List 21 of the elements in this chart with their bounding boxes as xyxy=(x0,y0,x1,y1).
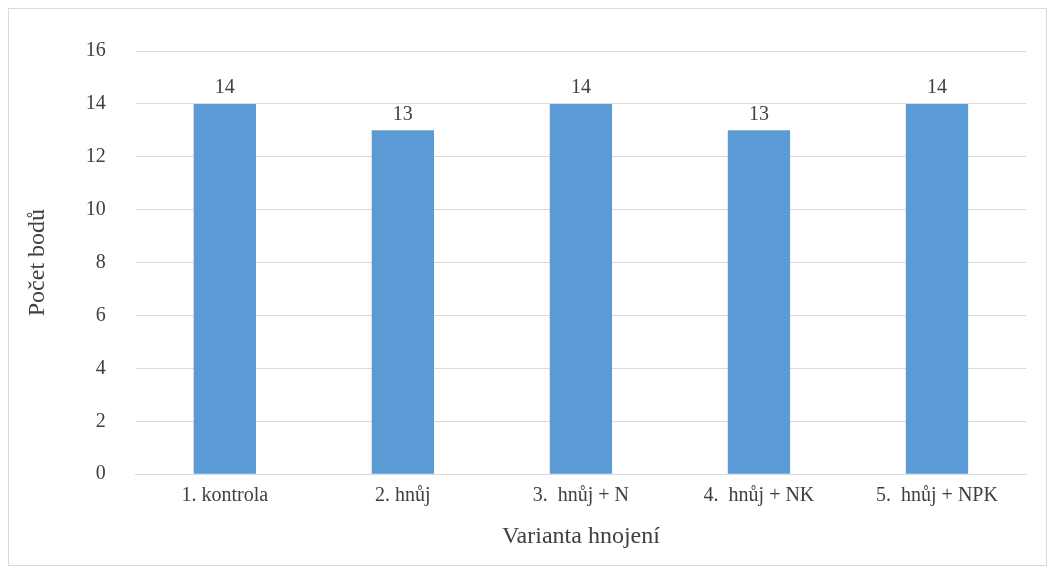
x-tick-label: 1. kontrola xyxy=(181,483,269,506)
data-label: 14 xyxy=(926,75,947,98)
y-tick-label: 6 xyxy=(95,302,106,325)
data-label: 13 xyxy=(748,101,769,124)
x-tick-label: 4. hnůj + NK xyxy=(703,483,815,507)
y-tick-label: 12 xyxy=(85,144,106,167)
y-tick-label: 8 xyxy=(95,249,106,272)
y-tick-label: 2 xyxy=(95,408,106,431)
x-axis-title: Varianta hnojení xyxy=(501,521,661,548)
data-label: 14 xyxy=(570,75,591,98)
y-tick-label: 4 xyxy=(95,355,106,378)
x-tick-label: 5. hnůj + NPK xyxy=(876,483,999,507)
y-tick-label: 16 xyxy=(85,38,106,61)
y-tick-label: 14 xyxy=(85,91,106,114)
y-axis-title: Počet bodů xyxy=(22,208,49,317)
data-label: 14 xyxy=(214,75,235,98)
y-tick-label: 0 xyxy=(95,461,106,484)
data-label: 13 xyxy=(392,101,413,124)
x-tick-label: 3. hnůj + N xyxy=(532,483,630,507)
y-tick-label: 10 xyxy=(85,196,106,219)
x-tick-label: 2. hnůj xyxy=(375,483,431,507)
